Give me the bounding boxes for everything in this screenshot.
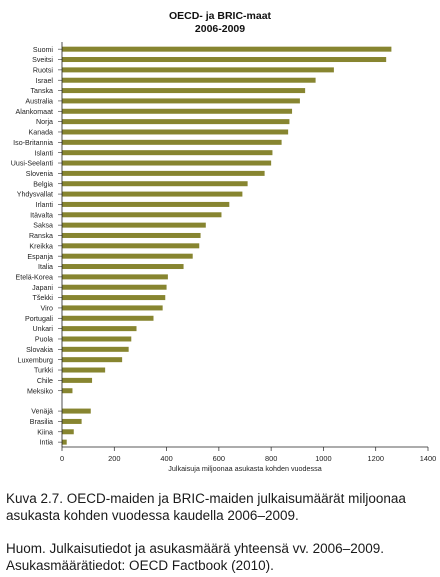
x-axis-label: Julkaisuja miljoonaa asukasta kohden vuo… <box>168 464 321 473</box>
bar <box>62 253 193 259</box>
category-label: Alankomaat <box>16 108 53 116</box>
bar <box>62 88 306 94</box>
x-axis: 0 200 400 600 800 1000 1200 1400 <box>60 42 436 463</box>
bar <box>62 377 93 383</box>
category-label: Ruotsi <box>33 66 54 74</box>
note-line: Huom. Julkaisutiedot ja asukasmäärä yhte… <box>6 541 384 556</box>
category-label: Intia <box>40 439 53 447</box>
category-label: Etelä-Korea <box>16 273 54 281</box>
category-label: Ranska <box>29 232 53 240</box>
category-label: Viro <box>41 305 54 313</box>
category-label: Meksiko <box>27 387 53 395</box>
x-tick-label: 400 <box>160 454 172 463</box>
bar <box>62 367 106 373</box>
x-tick-label: 1200 <box>367 454 383 463</box>
bar <box>62 201 230 207</box>
bar <box>62 284 167 290</box>
category-label: Israel <box>36 77 54 85</box>
x-tick-label: 200 <box>108 454 120 463</box>
bar <box>62 181 248 187</box>
bar <box>62 46 392 52</box>
category-label: Turkki <box>34 367 53 375</box>
category-label: Sveitsi <box>32 56 53 64</box>
chart-subtitle: 2006-2009 <box>195 23 245 35</box>
bar <box>62 139 282 145</box>
bar <box>62 418 82 424</box>
bar <box>62 191 243 197</box>
bar <box>62 429 74 435</box>
category-label: Brasilia <box>30 418 53 426</box>
category-label: Islanti <box>34 149 53 157</box>
bar <box>62 67 334 73</box>
bar <box>62 274 168 280</box>
x-tick-label: 600 <box>213 454 225 463</box>
category-label: Japani <box>32 284 53 292</box>
bar <box>62 160 272 166</box>
bar <box>62 212 222 218</box>
category-labels-group: Suomi Sveitsi Ruotsi Israel Tanska Australia A… <box>11 46 62 447</box>
bar <box>62 388 73 394</box>
category-label: Unkari <box>33 325 54 333</box>
x-tick-label: 0 <box>60 454 64 463</box>
category-label: Australia <box>25 98 53 106</box>
category-label: Tanska <box>31 87 54 95</box>
bar <box>62 119 290 125</box>
category-label: Kanada <box>29 129 54 137</box>
bar <box>62 439 67 445</box>
chart-title: OECD- ja BRIC-maat <box>169 10 272 22</box>
bar <box>62 408 91 414</box>
category-label: Iso-Britannia <box>13 139 53 147</box>
bar <box>62 336 132 342</box>
bar <box>62 264 184 270</box>
bar <box>62 98 300 104</box>
category-label: Suomi <box>33 46 54 54</box>
category-label: Italia <box>38 263 53 271</box>
bar <box>62 346 129 352</box>
category-label: Chile <box>37 377 53 385</box>
bar <box>62 170 265 176</box>
bar <box>62 57 387 63</box>
category-label: Puola <box>35 336 53 344</box>
category-label: Saksa <box>33 222 53 230</box>
category-label: Slovakia <box>26 346 53 354</box>
bar <box>62 357 123 363</box>
x-tick-label: 1400 <box>420 454 436 463</box>
category-label: Slovenia <box>26 170 53 178</box>
category-label: Irlanti <box>36 201 54 209</box>
bar-chart: OECD- ja BRIC-maat 2006-2009 Suomi Sveits… <box>11 10 436 473</box>
category-label: Uusi-Seelanti <box>11 160 54 168</box>
bar <box>62 129 289 135</box>
caption-line: Kuva 2.7. OECD-maiden ja BRIC-maiden jul… <box>6 491 406 506</box>
figure-caption: Kuva 2.7. OECD-maiden ja BRIC-maiden jul… <box>6 490 436 524</box>
bar <box>62 222 206 228</box>
category-label: Portugali <box>25 315 53 323</box>
note-line: Asukasmäärätiedot: OECD Factbook (2010). <box>6 558 274 573</box>
bar <box>62 305 163 311</box>
category-label: Yhdysvallat <box>17 191 53 199</box>
bar <box>62 295 166 301</box>
category-label: Espanja <box>27 253 53 261</box>
bar <box>62 232 201 238</box>
bar <box>62 150 273 156</box>
bar <box>62 326 137 332</box>
category-label: Luxemburg <box>18 356 54 364</box>
figure-note: Huom. Julkaisutiedot ja asukasmäärä yhte… <box>6 540 436 574</box>
bar <box>62 315 154 321</box>
bars-group <box>62 46 392 445</box>
bar <box>62 108 293 114</box>
category-label: Tšekki <box>33 294 54 302</box>
x-tick-label: 1000 <box>315 454 331 463</box>
x-tick-label: 800 <box>265 454 277 463</box>
bar <box>62 77 316 83</box>
category-label: Kreikka <box>29 242 53 250</box>
category-label: Venäjä <box>31 408 53 416</box>
category-label: Norja <box>36 118 53 126</box>
category-label: Kiina <box>37 428 53 436</box>
caption-line: asukasta kohden vuodessa kaudella 2006–2… <box>6 508 299 523</box>
bar <box>62 243 200 249</box>
category-label: Itävalta <box>30 211 53 219</box>
category-label: Belgia <box>33 180 53 188</box>
